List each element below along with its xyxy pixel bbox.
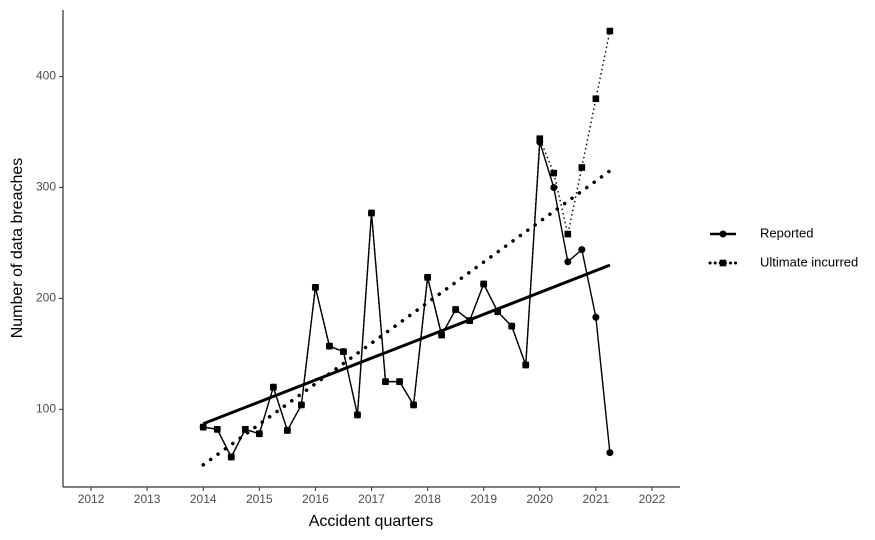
x-tick-label: 2012	[78, 492, 105, 506]
legend-label: Reported	[760, 225, 813, 240]
point	[241, 426, 249, 433]
point	[564, 230, 572, 238]
point	[606, 449, 614, 457]
point	[368, 209, 375, 217]
series-line	[203, 30, 611, 459]
point	[466, 317, 473, 324]
point	[578, 164, 586, 171]
x-tick-label: 2013	[134, 492, 161, 506]
point	[536, 135, 544, 142]
point	[199, 423, 207, 431]
x-tick-label: 2014	[190, 492, 217, 506]
point	[396, 378, 403, 385]
point	[312, 284, 319, 291]
legend-marker	[719, 259, 727, 267]
point	[508, 322, 516, 330]
point	[522, 361, 530, 369]
point	[550, 183, 558, 191]
legend-label: Ultimate incurred	[760, 254, 858, 269]
point	[340, 348, 347, 355]
point	[438, 331, 445, 339]
point	[284, 427, 291, 434]
legend-marker	[719, 230, 727, 238]
point	[354, 411, 361, 419]
point	[270, 383, 277, 391]
x-tick-label: 2019	[470, 492, 497, 506]
point	[326, 342, 333, 350]
point	[606, 27, 614, 35]
y-tick-label: 100	[36, 402, 56, 416]
x-axis-title: Accident quarters	[309, 513, 434, 530]
point	[227, 453, 235, 461]
y-tick-label: 400	[36, 69, 56, 83]
point	[578, 246, 586, 254]
point	[213, 426, 221, 433]
trend-line	[202, 263, 611, 426]
point	[592, 313, 600, 321]
trend-line	[201, 169, 612, 467]
point	[550, 169, 558, 177]
x-tick-label: 2015	[246, 492, 273, 506]
x-tick-label: 2020	[526, 492, 553, 506]
y-tick-label: 300	[36, 180, 56, 194]
point	[382, 378, 389, 385]
point	[480, 280, 487, 288]
x-tick-label: 2022	[639, 492, 666, 506]
x-tick-label: 2016	[302, 492, 329, 506]
point	[298, 401, 305, 409]
x-tick-label: 2021	[583, 492, 610, 506]
point	[424, 274, 431, 281]
point	[592, 95, 600, 103]
y-tick-label: 200	[36, 291, 56, 305]
point	[410, 401, 417, 409]
x-tick-label: 2018	[414, 492, 441, 506]
series-line	[203, 141, 611, 459]
point	[452, 306, 459, 313]
y-axis-title: Number of data breaches	[9, 158, 26, 339]
point	[256, 430, 263, 438]
point	[564, 258, 572, 266]
point	[494, 308, 502, 316]
x-tick-label: 2017	[358, 492, 385, 506]
